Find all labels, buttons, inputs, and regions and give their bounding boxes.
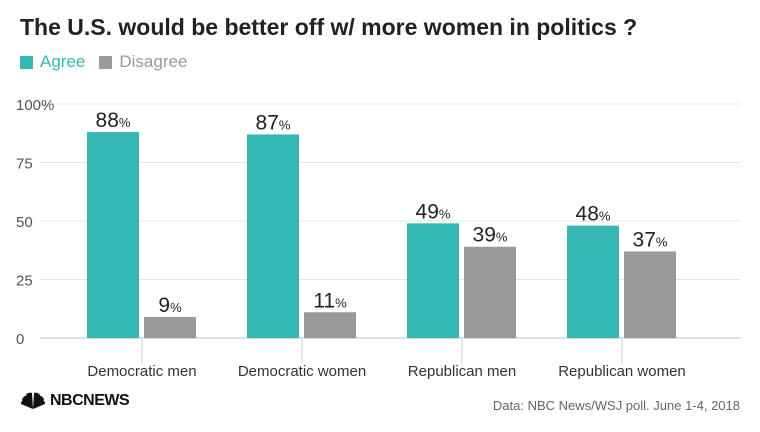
bar-agree xyxy=(567,225,619,338)
chart-title: The U.S. would be better off w/ more wom… xyxy=(20,14,638,40)
y-tick-label: 50 xyxy=(16,214,33,231)
legend-item-disagree: Disagree xyxy=(99,52,187,72)
legend-label-agree: Agree xyxy=(40,52,86,71)
logo-text: NBCNEWS xyxy=(50,392,130,409)
legend-swatch-agree xyxy=(20,55,33,69)
bar-agree xyxy=(407,223,459,338)
data-label-disagree: 39% xyxy=(473,224,508,247)
legend: Agree Disagree xyxy=(20,52,201,72)
data-label-agree: 88% xyxy=(96,109,131,132)
nbc-news-logo: NBCNEWS xyxy=(20,392,130,410)
bar-agree xyxy=(247,134,299,338)
x-category-label: Republican women xyxy=(558,363,686,380)
source-note: Data: NBC News/WSJ poll. June 1-4, 2018 xyxy=(492,398,740,413)
legend-swatch-disagree xyxy=(99,55,113,69)
x-category-label: Republican men xyxy=(408,363,516,380)
bar-disagree xyxy=(624,251,676,338)
y-tick-label: 0 xyxy=(16,331,24,348)
data-label-disagree: 11% xyxy=(313,289,347,312)
data-label-agree: 49% xyxy=(416,200,451,223)
y-tick-label: 25 xyxy=(16,273,33,290)
legend-label-disagree: Disagree xyxy=(119,52,188,71)
bar-disagree xyxy=(144,316,196,338)
bar-agree xyxy=(87,132,139,338)
bar-disagree xyxy=(304,312,356,338)
x-category-label: Democratic women xyxy=(238,363,366,380)
data-label-agree: 87% xyxy=(256,111,291,134)
data-label-agree: 48% xyxy=(576,203,611,226)
x-category-label: Democratic men xyxy=(87,363,196,380)
y-tick-label: 100% xyxy=(16,97,54,114)
bar-disagree xyxy=(464,246,516,338)
data-label-disagree: 9% xyxy=(158,294,182,317)
data-label-disagree: 37% xyxy=(633,228,668,251)
peacock-icon xyxy=(20,392,46,409)
legend-item-agree: Agree xyxy=(20,52,85,72)
y-tick-label: 75 xyxy=(16,156,33,173)
